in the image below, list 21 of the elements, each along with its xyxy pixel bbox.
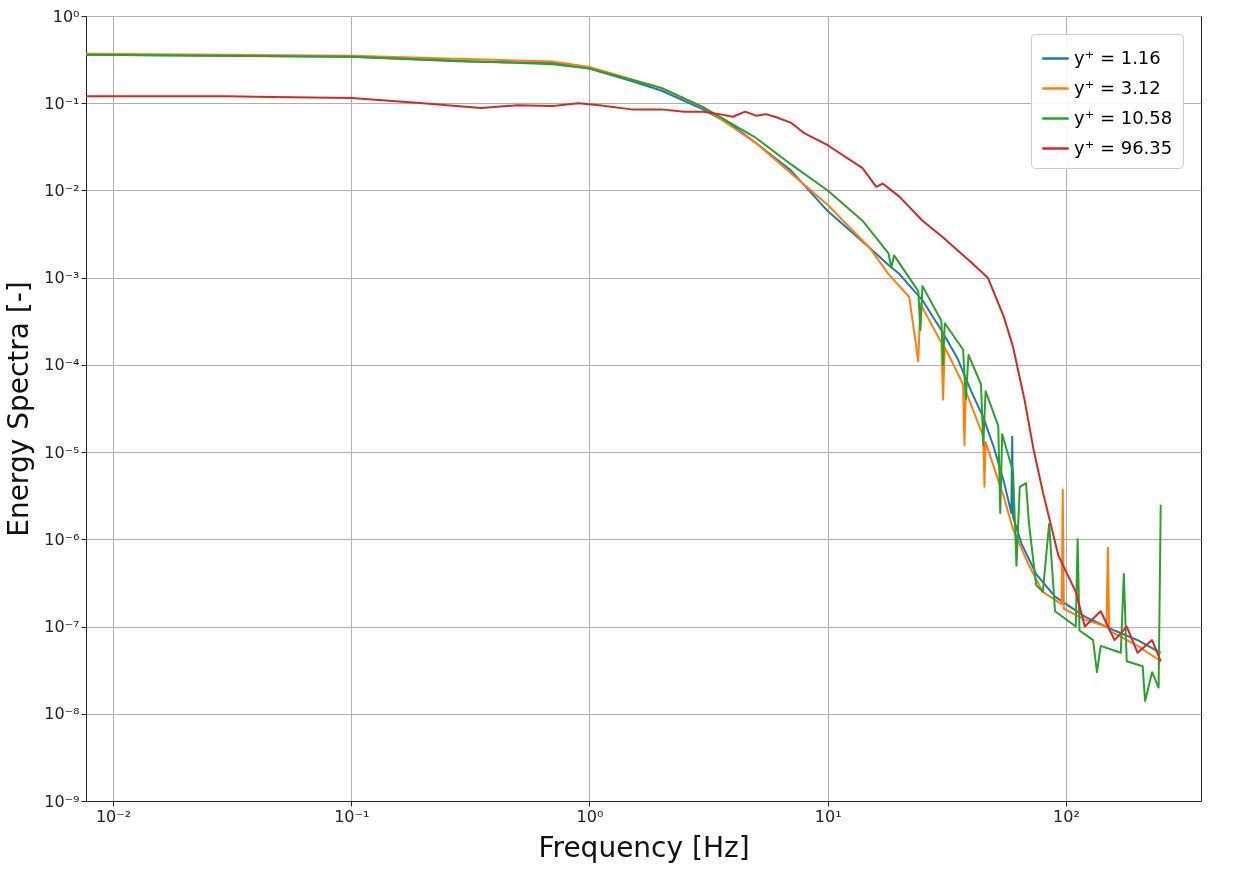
x-tick-label: 10⁰ — [576, 806, 604, 826]
y-tick-label: 10⁻³ — [44, 268, 80, 288]
y-tick-label: 10⁻⁸ — [44, 704, 80, 724]
x-tick-label: 10⁻² — [95, 806, 132, 826]
legend-label: y⁺ = 10.58 — [1074, 106, 1173, 128]
y-tick-label: 10⁻² — [44, 180, 80, 200]
x-axis-title: Frequency [Hz] — [538, 830, 750, 864]
y-tick-label: 10⁰ — [52, 6, 80, 26]
legend-label: y⁺ = 96.35 — [1074, 136, 1173, 158]
y-axis-title: Energy Spectra [-] — [2, 281, 36, 537]
x-tick-label: 10⁻¹ — [334, 806, 370, 826]
legend-label: y⁺ = 3.12 — [1074, 76, 1161, 98]
y-tick-label: 10⁻⁷ — [44, 617, 80, 637]
y-tick-label: 10⁻⁵ — [44, 442, 80, 462]
y-tick-label: 10⁻⁶ — [44, 529, 80, 549]
y-tick-label: 10⁻⁴ — [44, 355, 80, 375]
legend-label: y⁺ = 1.16 — [1074, 46, 1161, 68]
y-tick-label: 10⁻¹ — [44, 93, 80, 113]
y-tick-label: 10⁻⁹ — [44, 791, 80, 811]
x-tick-label: 10² — [1053, 806, 1080, 826]
x-tick-label: 10¹ — [814, 806, 842, 826]
